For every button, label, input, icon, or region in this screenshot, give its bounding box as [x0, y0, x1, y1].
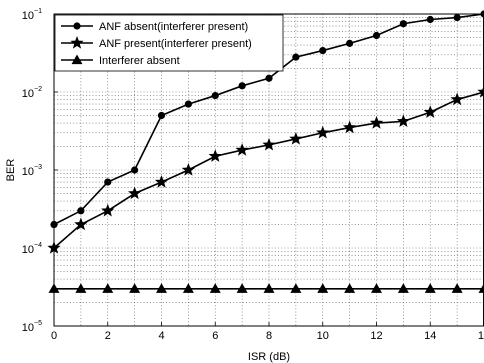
y-tick-label-exponent: −3 [34, 164, 42, 171]
y-tick-label-base: 10 [22, 244, 34, 256]
data-point-circle [238, 82, 246, 90]
data-point-star [181, 163, 196, 176]
data-point-triangle [344, 283, 356, 293]
x-tick-label: 10 [317, 330, 329, 342]
data-point-triangle [478, 283, 484, 293]
data-point-circle [265, 74, 273, 82]
x-tick-label: 6 [212, 330, 218, 342]
data-point-triangle [75, 283, 87, 293]
data-point-star [208, 149, 222, 162]
data-point-star [316, 125, 330, 139]
data-point-triangle [129, 283, 141, 293]
data-point-circle [453, 13, 461, 22]
data-point-star [342, 120, 357, 134]
y-tick-label-base: 10 [22, 322, 34, 334]
data-point-triangle [102, 283, 114, 293]
y-tick-label-exponent: −2 [34, 86, 42, 93]
data-point-triangle [424, 283, 436, 293]
data-point-star [70, 36, 84, 49]
legend-label: Interferer absent [99, 55, 180, 67]
x-axis-label: ISR (dB) [248, 351, 290, 363]
data-point-circle [131, 166, 139, 174]
data-point-triangle [451, 283, 463, 293]
data-point-triangle [236, 283, 248, 293]
data-point-star [74, 217, 88, 231]
data-point-star [235, 143, 249, 156]
data-point-star [477, 85, 484, 98]
data-point-circle [184, 100, 192, 108]
x-tick-label: 4 [158, 330, 164, 342]
data-point-circle [399, 20, 407, 28]
x-tick-label: 8 [266, 330, 272, 342]
x-tick-label: 14 [424, 330, 436, 342]
x-tick-label: 0 [51, 330, 57, 342]
legend-label: ANF absent(interferer present) [99, 21, 248, 33]
legend: ANF absent(interferer present) ANF presen… [54, 14, 284, 72]
data-point-circle [73, 22, 81, 30]
data-point-triangle [290, 283, 302, 293]
y-axis-label: BER [5, 159, 17, 182]
data-point-triangle [209, 283, 221, 293]
data-point-star [396, 114, 411, 128]
data-point-triangle [263, 283, 275, 293]
data-point-circle [157, 111, 166, 120]
grid-lines [54, 14, 484, 326]
x-tick-label: 12 [370, 330, 382, 342]
data-point-triangle [156, 283, 167, 293]
data-point-star [262, 137, 276, 151]
data-point-circle [77, 207, 85, 215]
data-point-triangle [397, 283, 409, 293]
data-point-triangle [71, 54, 83, 65]
legend-label: ANF present(interferer present) [99, 38, 252, 50]
data-point-circle [426, 15, 434, 24]
data-point-triangle [317, 283, 329, 293]
data-point-circle [346, 39, 354, 47]
axis-ticks: 024681012141610−510−410−310−210−1 [22, 8, 484, 342]
data-point-star [369, 116, 384, 129]
data-point-star [423, 105, 437, 118]
data-point-triangle [371, 283, 382, 293]
y-tick-label-exponent: −5 [34, 320, 42, 327]
y-tick-label-base: 10 [22, 88, 34, 100]
data-point-star [101, 203, 115, 217]
data-point-circle [372, 31, 381, 40]
data-point-circle [104, 178, 112, 186]
series-star [47, 85, 484, 254]
data-point-circle [319, 46, 327, 55]
y-tick-label-base: 10 [22, 166, 34, 178]
data-point-star [127, 186, 142, 200]
data-point-star [450, 92, 464, 106]
y-tick-label-exponent: −4 [34, 242, 42, 249]
y-tick-label-exponent: −1 [34, 8, 42, 15]
x-tick-label: 2 [105, 330, 111, 342]
data-point-star [289, 131, 303, 145]
x-tick-label: 16 [478, 330, 484, 342]
series-triangle [48, 283, 484, 293]
y-tick-label-base: 10 [22, 10, 34, 22]
data-point-star [154, 175, 169, 188]
data-point-triangle [182, 283, 194, 293]
data-point-circle [211, 91, 219, 100]
data-point-circle [292, 53, 300, 61]
